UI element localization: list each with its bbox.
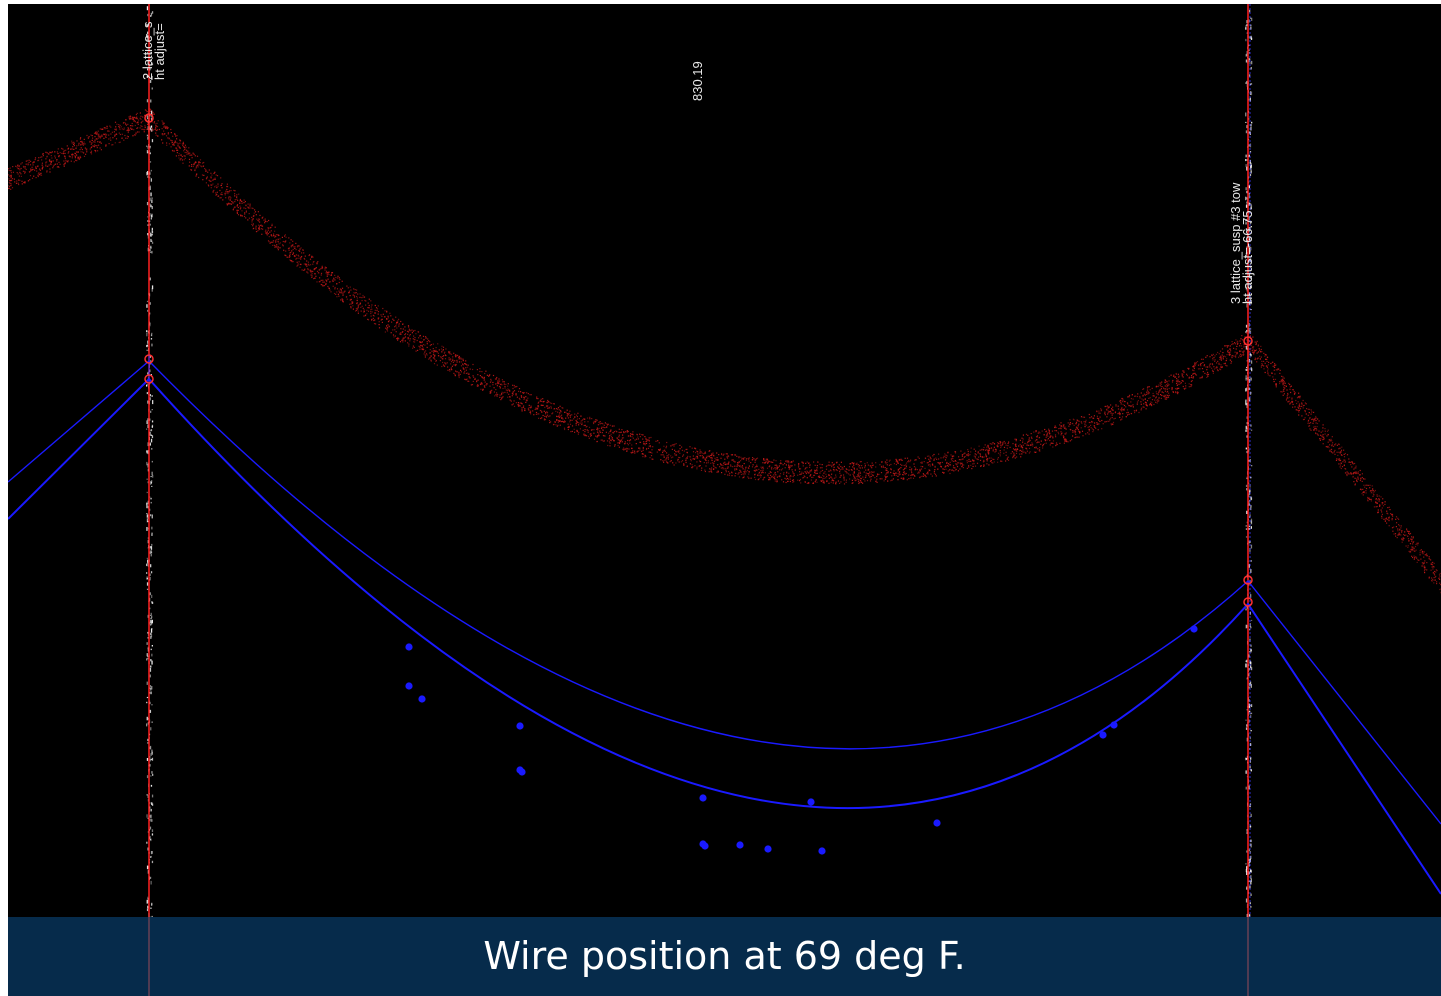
wire-marker-icon[interactable]: [1190, 625, 1198, 633]
structure-height-adjust: ht adjust=-66.75: [1240, 210, 1255, 304]
wire-marker-icon[interactable]: [736, 841, 744, 849]
wire-marker-icon[interactable]: [699, 794, 707, 802]
wire-upper[interactable]: [8, 360, 1441, 825]
span-length-label: 830.19: [690, 61, 705, 101]
wire-marker-icon[interactable]: [405, 643, 413, 651]
wire-markers: [405, 625, 1198, 855]
caption-text: Wire position at 69 deg F.: [483, 934, 966, 978]
wire-marker-icon[interactable]: [818, 847, 826, 855]
wire-marker-icon[interactable]: [764, 845, 772, 853]
wire-marker-icon[interactable]: [405, 682, 413, 690]
attachment-point-icon[interactable]: [144, 374, 154, 384]
structure-label-right[interactable]: 3 lattice_susp #3 tow ht adjust=-66.75: [1228, 183, 1255, 304]
attachment-point-icon[interactable]: [1243, 575, 1253, 585]
attachment-point-icon[interactable]: [1243, 336, 1253, 346]
plan-profile-view[interactable]: 830.19 2 lattice_s ht adjust= 3 lattice_…: [8, 4, 1441, 917]
wire-marker-icon[interactable]: [807, 798, 815, 806]
caption-bar: Wire position at 69 deg F.: [8, 917, 1441, 996]
wire-marker-icon[interactable]: [1099, 731, 1107, 739]
wire-marker-icon[interactable]: [701, 842, 709, 850]
wire-marker-icon[interactable]: [516, 722, 524, 730]
lidar-point-cloud: [8, 108, 1441, 595]
attachment-point-icon[interactable]: [144, 354, 154, 364]
wire-marker-icon[interactable]: [518, 768, 526, 776]
wire-marker-icon[interactable]: [933, 819, 941, 827]
wire-marker-icon[interactable]: [1110, 721, 1118, 729]
profile-canvas[interactable]: [8, 4, 1441, 917]
structure-label-left[interactable]: 2 lattice_s ht adjust=: [140, 21, 167, 80]
attachment-point-icon[interactable]: [144, 113, 154, 123]
wire-lower[interactable]: [8, 377, 1441, 895]
attachment-point-icon[interactable]: [1243, 597, 1253, 607]
wire-marker-icon[interactable]: [418, 695, 426, 703]
structure-height-adjust: ht adjust=: [152, 23, 167, 80]
